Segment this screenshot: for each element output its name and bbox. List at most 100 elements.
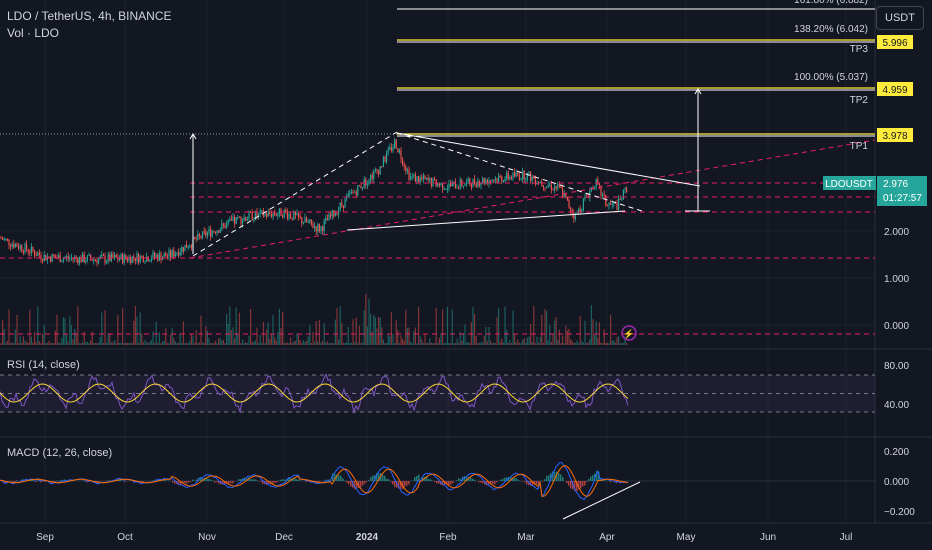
macd-hist-bar	[546, 475, 548, 481]
candle-body	[237, 216, 239, 218]
volume-bar	[101, 312, 103, 345]
volume-bar	[558, 329, 560, 345]
volume-bar	[536, 336, 538, 345]
candle-body	[462, 185, 464, 187]
fib-label: 100.00% (5.037)	[794, 72, 868, 83]
volume-bar	[544, 309, 546, 345]
macd-hist-bar	[376, 472, 378, 481]
macd-hist-bar	[562, 476, 564, 481]
candle-body	[346, 196, 348, 199]
candle-body	[318, 224, 320, 232]
volume-bar	[421, 339, 423, 345]
uptrend-dashed-line	[192, 131, 398, 257]
macd-hist-bar	[290, 478, 292, 481]
candle-body	[368, 180, 370, 185]
candle-body	[43, 254, 45, 261]
volume-bar	[328, 343, 330, 345]
candle-body	[520, 178, 522, 180]
candle-body	[32, 246, 34, 252]
macd-hist-bar	[338, 475, 340, 481]
volume-bar	[254, 340, 256, 345]
volume-bar	[195, 329, 197, 345]
macd-hist-bar	[370, 476, 372, 481]
volume-bar	[437, 342, 439, 345]
volume-bar	[595, 321, 597, 345]
macd-hist-bar	[482, 481, 484, 484]
candle-body	[405, 166, 407, 172]
candle-body	[80, 257, 82, 262]
volume-bar	[450, 342, 452, 345]
volume-bar	[24, 340, 26, 345]
candle-body	[37, 252, 39, 256]
macd-hist-bar	[508, 477, 510, 481]
candle-body	[582, 199, 584, 210]
macd-hist-bar	[298, 479, 300, 481]
candle-body	[224, 224, 226, 229]
volume-bar	[528, 336, 530, 345]
candle-body	[576, 212, 578, 214]
volume-bar	[397, 329, 399, 345]
macd-hist-bar	[588, 479, 590, 481]
volume-bar	[523, 338, 525, 345]
volume-bar	[613, 340, 615, 345]
candle-body	[254, 211, 256, 220]
candle-body	[48, 256, 50, 258]
volume-bar	[13, 342, 15, 345]
macd-hist-bar	[582, 481, 584, 487]
volume-bar	[86, 341, 88, 345]
candle-body	[160, 253, 162, 261]
macd-hist-bar	[464, 476, 466, 481]
volume-bar	[302, 340, 304, 345]
volume-bar	[394, 342, 396, 345]
macd-hist-bar	[552, 471, 554, 481]
volume-bar	[62, 317, 64, 345]
volume-bar	[187, 342, 189, 345]
macd-hist-bar	[388, 479, 390, 481]
volume-bar	[579, 316, 581, 345]
candle-body	[216, 230, 218, 234]
volume-bar	[554, 320, 556, 345]
volume-bar	[549, 324, 551, 345]
volume-bar	[34, 331, 36, 345]
time-axis-tick: Oct	[117, 532, 133, 543]
candle-body	[19, 245, 21, 249]
candle-body	[101, 254, 103, 257]
volume-bar	[390, 312, 392, 345]
candle-body	[181, 247, 183, 253]
candle-body	[136, 253, 138, 262]
macd-hist-bar	[294, 477, 296, 481]
candle-body	[106, 261, 108, 263]
volume-bar	[37, 306, 39, 345]
candle-body	[123, 255, 125, 263]
countdown: 01:27:57	[883, 193, 922, 204]
event-icon	[621, 325, 637, 341]
volume-bar	[347, 326, 349, 345]
volume-bar	[235, 307, 237, 345]
candle-body	[573, 213, 575, 219]
volume-bar	[440, 333, 442, 345]
candle-body	[331, 210, 333, 217]
volume-bar	[339, 306, 341, 345]
volume-bar	[178, 342, 180, 345]
volume-bar	[251, 341, 253, 345]
candle-body	[392, 146, 394, 151]
macd-hist-bar	[60, 480, 62, 481]
rsi-title: RSI (14, close)	[7, 359, 80, 371]
currency-button[interactable]: USDT	[876, 6, 924, 30]
volume-bar	[459, 332, 461, 345]
volume-bar	[485, 327, 487, 345]
candle-body	[341, 202, 343, 206]
volume-bar	[530, 323, 532, 345]
volume-bar	[290, 337, 292, 345]
macd-hist-bar	[152, 480, 154, 481]
volume-bar	[314, 341, 316, 345]
macd-hist-bar	[196, 479, 198, 481]
volume-bar	[144, 339, 146, 345]
volume-bar	[499, 341, 501, 345]
candle-body	[296, 213, 298, 216]
volume-bar	[278, 308, 280, 345]
macd-hist-bar	[332, 473, 334, 481]
candle-body	[42, 259, 44, 261]
symbol-title[interactable]: LDO / TetherUS, 4h, BINANCE	[7, 9, 172, 23]
